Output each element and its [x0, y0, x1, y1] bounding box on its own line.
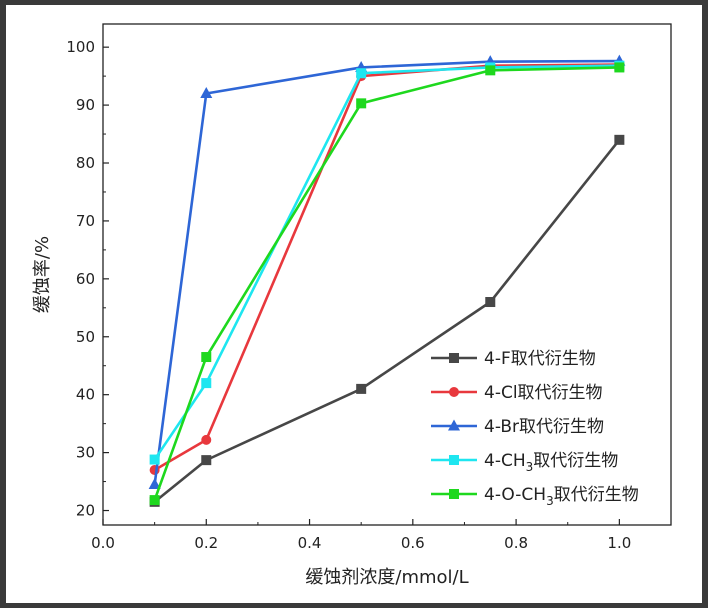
y-tick-label: 80: [76, 154, 95, 172]
x-tick-label: 1.0: [607, 534, 631, 552]
legend-label: 4-Cl取代衍生物: [484, 383, 603, 403]
y-tick-label: 40: [76, 386, 95, 404]
series-1: [149, 59, 625, 475]
data-point: [148, 477, 161, 489]
legend-item: 4-F取代衍生物: [431, 349, 596, 369]
legend-item: 4-O-CH3取代衍生物: [431, 485, 639, 508]
data-point: [485, 297, 496, 308]
y-tick-label: 100: [66, 38, 95, 56]
data-point: [201, 378, 212, 389]
data-point: [201, 455, 212, 466]
data-point: [356, 383, 367, 394]
y-tick-label: 90: [76, 96, 95, 114]
series-layer: [148, 54, 626, 507]
legend-marker: [449, 455, 459, 465]
y-tick-label: 30: [76, 444, 95, 462]
x-tick-label: 0.0: [91, 534, 115, 552]
data-point: [201, 434, 212, 445]
plot-border: [102, 23, 672, 526]
legend-item: 4-CH3取代衍生物: [431, 451, 618, 474]
axes: 0.0 0.2 0.4 0.6 0.8 1.0 20 30 40 50 60 70 80 90 100: [66, 23, 672, 552]
data-point: [614, 134, 625, 145]
y-axis-label: 缓蚀率/%: [32, 236, 53, 313]
legend-label: 4-CH3取代衍生物: [484, 451, 618, 474]
y-tick-label: 70: [76, 212, 95, 230]
series-line: [153, 139, 621, 503]
data-point: [485, 65, 496, 76]
x-tick-label: 0.6: [401, 534, 425, 552]
x-tick-label: 0.2: [194, 534, 218, 552]
x-axis-label: 缓蚀剂浓度/mmol/L: [305, 567, 468, 588]
x-tick-label: 0.4: [298, 534, 322, 552]
chart-svg: 0.0 0.2 0.4 0.6 0.8 1.0 20 30 40 50 60 70 80 90 100 4-…: [32, 23, 672, 588]
legend-item: 4-Cl取代衍生物: [431, 383, 603, 403]
y-tick-label: 20: [76, 502, 95, 520]
x-tick-label: 0.8: [504, 534, 528, 552]
legend-item: 4-Br取代衍生物: [431, 417, 604, 437]
data-point: [149, 454, 160, 465]
data-point: [356, 68, 367, 79]
data-point: [201, 352, 212, 363]
y-tick-label: 50: [76, 328, 95, 346]
legend-marker: [449, 387, 459, 397]
legend-label: 4-Br取代衍生物: [484, 417, 604, 437]
legend-marker: [449, 489, 459, 499]
data-point: [356, 98, 367, 109]
series-4: [149, 62, 625, 506]
data-point: [200, 87, 213, 99]
data-point: [149, 495, 160, 506]
legend-label: 4-O-CH3取代衍生物: [484, 485, 639, 508]
series-line: [153, 63, 620, 472]
data-point: [614, 62, 625, 73]
chart-frame: 0.0 0.2 0.4 0.6 0.8 1.0 20 30 40 50 60 70 80 90 100 4-…: [6, 5, 702, 603]
legend-label: 4-F取代衍生物: [484, 349, 596, 369]
legend: 4-F取代衍生物 4-Cl取代衍生物 4-Br取代衍生物 4-CH3取代衍生物 4-O-…: [431, 349, 639, 508]
legend-marker: [449, 353, 459, 363]
y-tick-label: 60: [76, 270, 95, 288]
legend-marker: [448, 419, 460, 431]
